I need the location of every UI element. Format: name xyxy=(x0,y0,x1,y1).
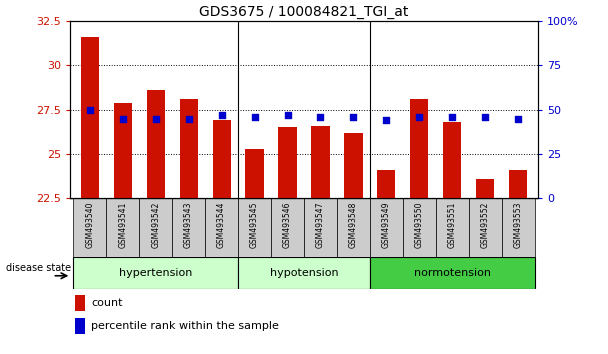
Text: GSM493548: GSM493548 xyxy=(349,201,358,247)
Bar xyxy=(114,103,132,198)
Text: GSM493545: GSM493545 xyxy=(250,201,259,248)
Bar xyxy=(81,37,98,198)
FancyBboxPatch shape xyxy=(172,198,205,257)
Point xyxy=(151,116,161,121)
Text: GSM493550: GSM493550 xyxy=(415,201,424,248)
Bar xyxy=(75,295,85,311)
Text: GSM493543: GSM493543 xyxy=(184,201,193,248)
FancyBboxPatch shape xyxy=(238,198,271,257)
Point xyxy=(118,116,128,121)
Point xyxy=(480,114,490,120)
FancyBboxPatch shape xyxy=(469,198,502,257)
Bar xyxy=(179,99,198,198)
Text: GSM493547: GSM493547 xyxy=(316,201,325,248)
Point xyxy=(316,114,325,120)
Bar xyxy=(75,318,85,334)
FancyBboxPatch shape xyxy=(403,198,436,257)
FancyBboxPatch shape xyxy=(139,198,172,257)
Bar xyxy=(213,120,230,198)
Bar xyxy=(443,122,461,198)
Text: GSM493546: GSM493546 xyxy=(283,201,292,248)
Bar xyxy=(246,149,264,198)
Point xyxy=(85,107,95,113)
Text: GSM493552: GSM493552 xyxy=(481,201,490,247)
Text: GSM493541: GSM493541 xyxy=(118,201,127,247)
Text: GSM493551: GSM493551 xyxy=(448,201,457,247)
FancyBboxPatch shape xyxy=(436,198,469,257)
Point xyxy=(513,116,523,121)
Point xyxy=(216,112,226,118)
Bar xyxy=(410,99,429,198)
Point xyxy=(382,118,392,123)
FancyBboxPatch shape xyxy=(370,257,535,289)
FancyBboxPatch shape xyxy=(106,198,139,257)
Bar xyxy=(278,127,297,198)
FancyBboxPatch shape xyxy=(238,257,370,289)
Bar xyxy=(476,179,494,198)
Title: GDS3675 / 100084821_TGI_at: GDS3675 / 100084821_TGI_at xyxy=(199,5,409,19)
Text: percentile rank within the sample: percentile rank within the sample xyxy=(91,321,279,331)
Text: count: count xyxy=(91,298,122,308)
FancyBboxPatch shape xyxy=(370,198,403,257)
FancyBboxPatch shape xyxy=(502,198,535,257)
Point xyxy=(447,114,457,120)
Text: normotension: normotension xyxy=(414,268,491,278)
Point xyxy=(250,114,260,120)
Point xyxy=(415,114,424,120)
FancyBboxPatch shape xyxy=(304,198,337,257)
Bar xyxy=(510,170,527,198)
FancyBboxPatch shape xyxy=(205,198,238,257)
Point xyxy=(184,116,193,121)
FancyBboxPatch shape xyxy=(73,198,106,257)
Text: GSM493542: GSM493542 xyxy=(151,201,160,247)
FancyBboxPatch shape xyxy=(73,257,238,289)
Bar xyxy=(311,126,330,198)
Point xyxy=(348,114,358,120)
Text: GSM493553: GSM493553 xyxy=(514,201,523,248)
Bar xyxy=(378,170,395,198)
Point xyxy=(283,112,292,118)
Text: GSM493544: GSM493544 xyxy=(217,201,226,248)
Text: GSM493549: GSM493549 xyxy=(382,201,391,248)
FancyBboxPatch shape xyxy=(337,198,370,257)
FancyBboxPatch shape xyxy=(271,198,304,257)
Text: disease state: disease state xyxy=(6,263,71,273)
Bar xyxy=(344,133,362,198)
Text: hypertension: hypertension xyxy=(119,268,192,278)
Text: GSM493540: GSM493540 xyxy=(85,201,94,248)
Text: hypotension: hypotension xyxy=(270,268,338,278)
Bar xyxy=(147,90,165,198)
